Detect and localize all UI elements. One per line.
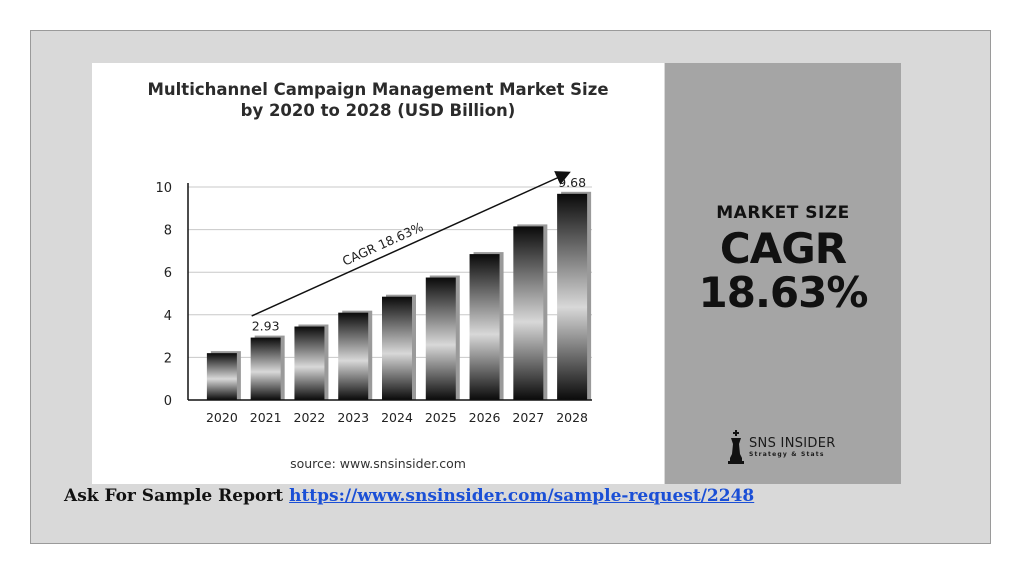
- chart-panel: 0 2 4 6 8 10 2020 2021 2022 2023 2024 2025 2026 2027 2…: [92, 63, 664, 484]
- market-size-label: MARKET SIZE: [716, 203, 850, 223]
- bar-2024: [382, 296, 412, 400]
- cagr-label: CAGR: [719, 224, 847, 273]
- x-tick-label: 2023: [337, 410, 369, 425]
- y-tick-label: 8: [164, 224, 172, 239]
- sample-request-link[interactable]: https://www.snsinsider.com/sample-reques…: [289, 486, 755, 506]
- side-panel: MARKET SIZE CAGR 18.63% SNS INSIDER Stra…: [665, 63, 901, 484]
- x-tick-label: 2026: [469, 410, 501, 425]
- y-tick-label: 2: [164, 351, 172, 366]
- bar-2023: [338, 312, 369, 400]
- x-tick-label: 2024: [381, 410, 413, 425]
- y-tick-label: 0: [164, 394, 172, 409]
- chart-source: source: www.snsinsider.com: [290, 456, 466, 471]
- cagr-value: 18.63%: [698, 268, 869, 317]
- data-label: 2.93: [252, 319, 280, 334]
- bar-2026: [469, 254, 500, 400]
- y-tick-label: 6: [164, 266, 172, 281]
- bar-2025: [425, 277, 456, 400]
- footer: Ask For Sample Report https://www.snsins…: [64, 486, 754, 506]
- chart-title-line-2: by 2020 to 2028 (USD Billion): [240, 101, 516, 120]
- x-tick-label: 2025: [425, 410, 457, 425]
- sns-insider-logo: SNS INSIDER Strategy & Stats: [727, 427, 836, 467]
- bar-2020: [206, 353, 237, 400]
- bar-chart: 0 2 4 6 8 10 2020 2021 2022 2023 2024 2025 2026 2027 2…: [155, 171, 592, 425]
- logo-name: SNS INSIDER: [749, 435, 836, 451]
- footer-label: Ask For Sample Report: [64, 486, 284, 506]
- bar-2021: [250, 337, 281, 400]
- x-tick-label: 2027: [512, 410, 544, 425]
- chart-title-line-1: Multichannel Campaign Management Market …: [147, 80, 609, 99]
- x-tick-label: 2028: [556, 410, 588, 425]
- data-label: 9.68: [558, 175, 586, 190]
- chess-king-icon: [728, 430, 744, 464]
- cagr-arrow: [251, 171, 571, 317]
- logo-tagline: Strategy & Stats: [749, 450, 825, 458]
- y-tick-label: 4: [164, 309, 172, 324]
- x-tick-label: 2022: [294, 410, 326, 425]
- x-tick-label: 2020: [206, 410, 238, 425]
- chart-title: Multichannel Campaign Management Market …: [92, 79, 664, 121]
- bar-2022: [294, 326, 325, 400]
- bar-2028: [557, 193, 588, 400]
- bar-2027: [513, 226, 544, 400]
- y-tick-label: 10: [155, 181, 172, 196]
- x-tick-label: 2021: [250, 410, 282, 425]
